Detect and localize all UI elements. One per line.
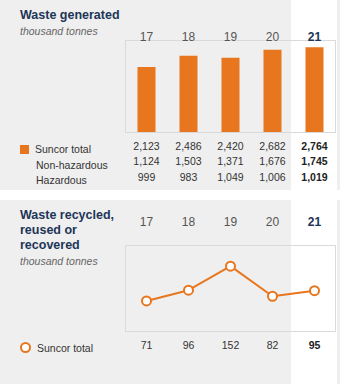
svg-text:2,682: 2,682 xyxy=(259,140,285,152)
svg-text:20: 20 xyxy=(266,215,280,229)
svg-text:18: 18 xyxy=(182,215,196,229)
svg-text:19: 19 xyxy=(224,215,238,229)
svg-text:21: 21 xyxy=(308,215,322,229)
svg-text:71: 71 xyxy=(141,339,153,351)
svg-text:2,420: 2,420 xyxy=(217,140,243,152)
svg-text:1,745: 1,745 xyxy=(301,155,327,167)
svg-text:2,764: 2,764 xyxy=(301,140,327,152)
html-text:Hazardous: Hazardous xyxy=(36,174,87,186)
svg-text:82: 82 xyxy=(267,339,279,351)
html-text:Waste generated: Waste generated xyxy=(20,8,120,22)
html-text:Waste recycled, reused or reco: Waste recycled, reused or recovered xyxy=(20,208,114,252)
svg-text:1,676: 1,676 xyxy=(259,155,285,167)
svg-text:1,371: 1,371 xyxy=(217,155,243,167)
html-text:thousand tonnes: thousand tonnes xyxy=(20,255,98,267)
svg-text:1,006: 1,006 xyxy=(259,171,285,183)
html-text:thousand tonnes: thousand tonnes xyxy=(20,25,98,37)
svg-text:1,019: 1,019 xyxy=(301,171,327,183)
html-text:Suncor total: Suncor total xyxy=(37,342,93,354)
svg-text:18: 18 xyxy=(182,30,196,44)
svg-text:152: 152 xyxy=(222,339,240,351)
svg-text:21: 21 xyxy=(308,30,322,44)
svg-text:983: 983 xyxy=(180,171,198,183)
svg-text:19: 19 xyxy=(224,30,238,44)
svg-text:999: 999 xyxy=(138,171,156,183)
svg-text:17: 17 xyxy=(140,215,154,229)
svg-text:1,049: 1,049 xyxy=(217,171,243,183)
svg-text:2,123: 2,123 xyxy=(133,140,159,152)
svg-text:1,124: 1,124 xyxy=(133,155,159,167)
svg-text:1,503: 1,503 xyxy=(175,155,201,167)
svg-text:2,486: 2,486 xyxy=(175,140,201,152)
svg-text:17: 17 xyxy=(140,30,154,44)
html-text:Suncor total: Suncor total xyxy=(35,143,91,155)
svg-text:95: 95 xyxy=(309,339,321,351)
svg-text:20: 20 xyxy=(266,30,280,44)
svg-text:96: 96 xyxy=(183,339,195,351)
html-text:Non-hazardous: Non-hazardous xyxy=(36,158,108,171)
